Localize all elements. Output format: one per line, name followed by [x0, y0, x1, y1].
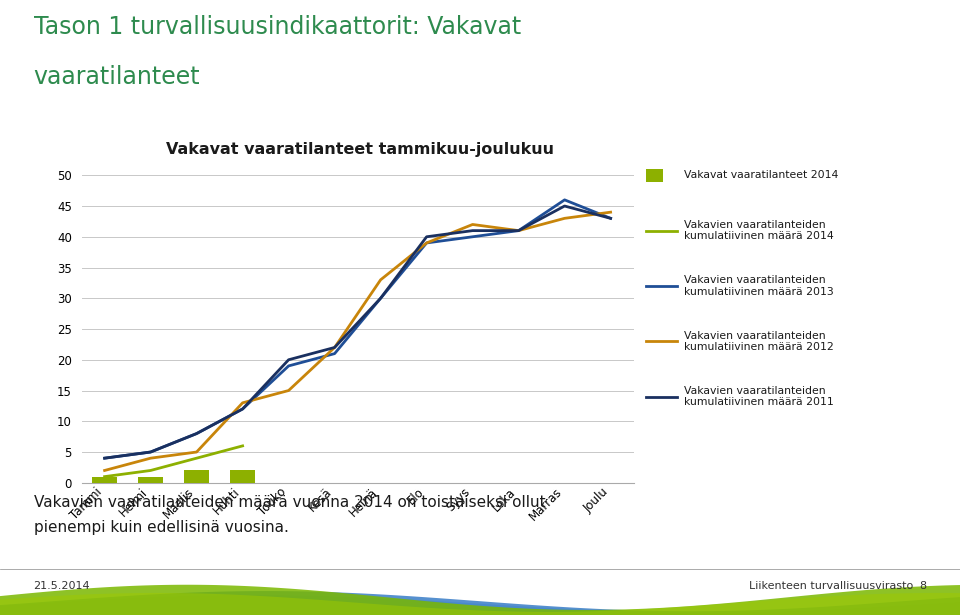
Bar: [92, 477, 117, 483]
Bar: [184, 470, 209, 483]
Text: Vakavien vaaratilanteiden
kumulatiivinen määrä 2014: Vakavien vaaratilanteiden kumulatiivinen…: [684, 220, 834, 242]
Text: Vakavat vaaratilanteet 2014: Vakavat vaaratilanteet 2014: [684, 170, 839, 180]
Text: Vakavien vaaratilanteiden
kumulatiivinen määrä 2012: Vakavien vaaratilanteiden kumulatiivinen…: [684, 330, 834, 352]
Text: Vakavien vaaratilanteiden
kumulatiivinen määrä 2011: Vakavien vaaratilanteiden kumulatiivinen…: [684, 386, 834, 408]
Text: Vakavien vaaratilanteiden
kumulatiivinen määrä 2013: Vakavien vaaratilanteiden kumulatiivinen…: [684, 275, 834, 297]
Bar: [138, 477, 163, 483]
Text: Vakavien vaaratilanteiden määrä vuonna 2014 on toistaiseksi ollut: Vakavien vaaratilanteiden määrä vuonna 2…: [34, 495, 545, 510]
Text: Vakavat vaaratilanteet tammikuu-joulukuu: Vakavat vaaratilanteet tammikuu-joulukuu: [166, 142, 554, 157]
Text: Tason 1 turvallisuusindikaattorit: Vakavat: Tason 1 turvallisuusindikaattorit: Vakav…: [34, 15, 521, 39]
Text: Liikenteen turvallisuusvirasto: Liikenteen turvallisuusvirasto: [749, 581, 913, 591]
Text: vaaratilanteet: vaaratilanteet: [34, 65, 201, 89]
Text: 8: 8: [920, 581, 926, 591]
Text: 21.5.2014: 21.5.2014: [34, 581, 90, 591]
Text: pienempi kuin edellisinä vuosina.: pienempi kuin edellisinä vuosina.: [34, 520, 288, 534]
Bar: [230, 470, 255, 483]
